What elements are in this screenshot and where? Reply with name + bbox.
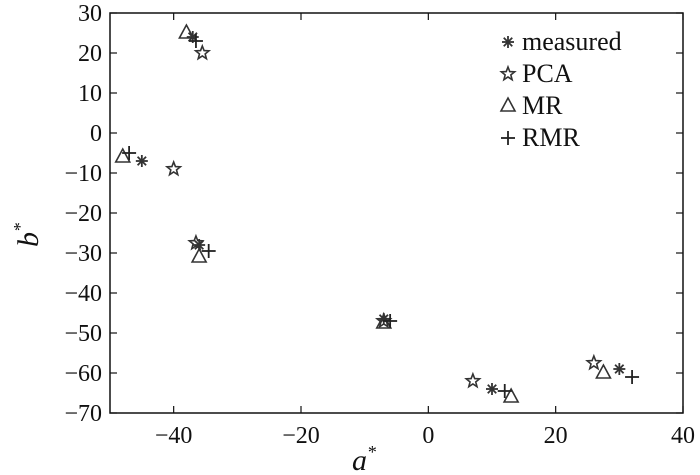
point-pca-shape [187, 233, 205, 251]
legend-marker-measured-stroke [503, 37, 513, 47]
legend-label-mr: MR [522, 91, 563, 120]
legend-marker-pca-shape [499, 64, 517, 82]
point-mr-shape [502, 387, 520, 403]
point-rmr [188, 34, 203, 48]
y-tick-label: −50 [64, 321, 102, 347]
point-mr-shape [595, 363, 612, 379]
point-mr [114, 147, 132, 163]
point-rmr [122, 146, 137, 160]
y-tick-label: 20 [78, 41, 102, 67]
point-rmr [497, 384, 512, 398]
legend-label-rmr: RMR [522, 123, 580, 152]
legend-marker-rmr [501, 131, 515, 145]
point-mr [502, 387, 520, 403]
point-mr-shape [178, 23, 195, 39]
legend-marker-pca [499, 64, 517, 82]
legend: measured PCA MR RMR [499, 27, 622, 152]
point-mr [595, 363, 612, 379]
point-mr [178, 23, 195, 39]
point-pca [164, 159, 183, 177]
point-measured [613, 363, 626, 375]
y-tick-label: −10 [64, 161, 102, 187]
point-pca [374, 311, 393, 329]
legend-marker-mr [499, 96, 517, 112]
point-measured-stroke [136, 156, 147, 166]
y-tick-label: −60 [64, 361, 102, 387]
point-pca [464, 371, 482, 389]
point-pca [585, 353, 603, 371]
point-measured-stroke [487, 384, 497, 394]
y-tick-label: −30 [64, 241, 102, 267]
point-mr-shape [114, 147, 132, 163]
x-tick-label: −20 [282, 423, 320, 449]
x-tick-label: 40 [671, 423, 695, 449]
legend-label-measured: measured [522, 27, 622, 56]
point-measured-stroke [614, 364, 625, 374]
y-tick-label: 30 [78, 1, 102, 27]
x-axis-label: a* [352, 442, 376, 475]
point-measured [486, 383, 498, 395]
legend-label-pca: PCA [522, 59, 573, 88]
y-tick-label: −40 [64, 281, 102, 307]
point-mr [190, 247, 208, 263]
point-pca [193, 43, 212, 61]
data-marks [114, 23, 640, 403]
axes: −40 −20 0 20 40 30 20 10 0 −10 −20 −30 −40 −50 −60 −70 [64, 1, 695, 449]
y-axis-label: b* [10, 223, 45, 247]
point-pca-shape [585, 353, 603, 371]
legend-marker-mr-shape [499, 96, 517, 112]
point-pca-shape [374, 311, 393, 329]
point-pca-shape [464, 371, 482, 389]
point-pca-shape [164, 159, 183, 177]
point-mr-shape [190, 247, 208, 263]
point-rmr [625, 370, 640, 384]
y-tick-label: 10 [78, 81, 102, 107]
point-measured [135, 155, 148, 167]
y-tick-label: −70 [64, 401, 102, 427]
legend-marker-measured [502, 36, 514, 48]
x-tick-label: −40 [155, 423, 193, 449]
point-pca-shape [193, 43, 212, 61]
point-rmr [383, 314, 398, 328]
y-tick-label: 0 [90, 121, 102, 147]
point-rmr [201, 244, 216, 258]
y-tick-label: −20 [64, 201, 102, 227]
x-tick-label: 0 [422, 423, 434, 449]
plot-frame [109, 12, 684, 414]
point-pca [187, 233, 205, 251]
x-tick-label: 20 [544, 423, 568, 449]
